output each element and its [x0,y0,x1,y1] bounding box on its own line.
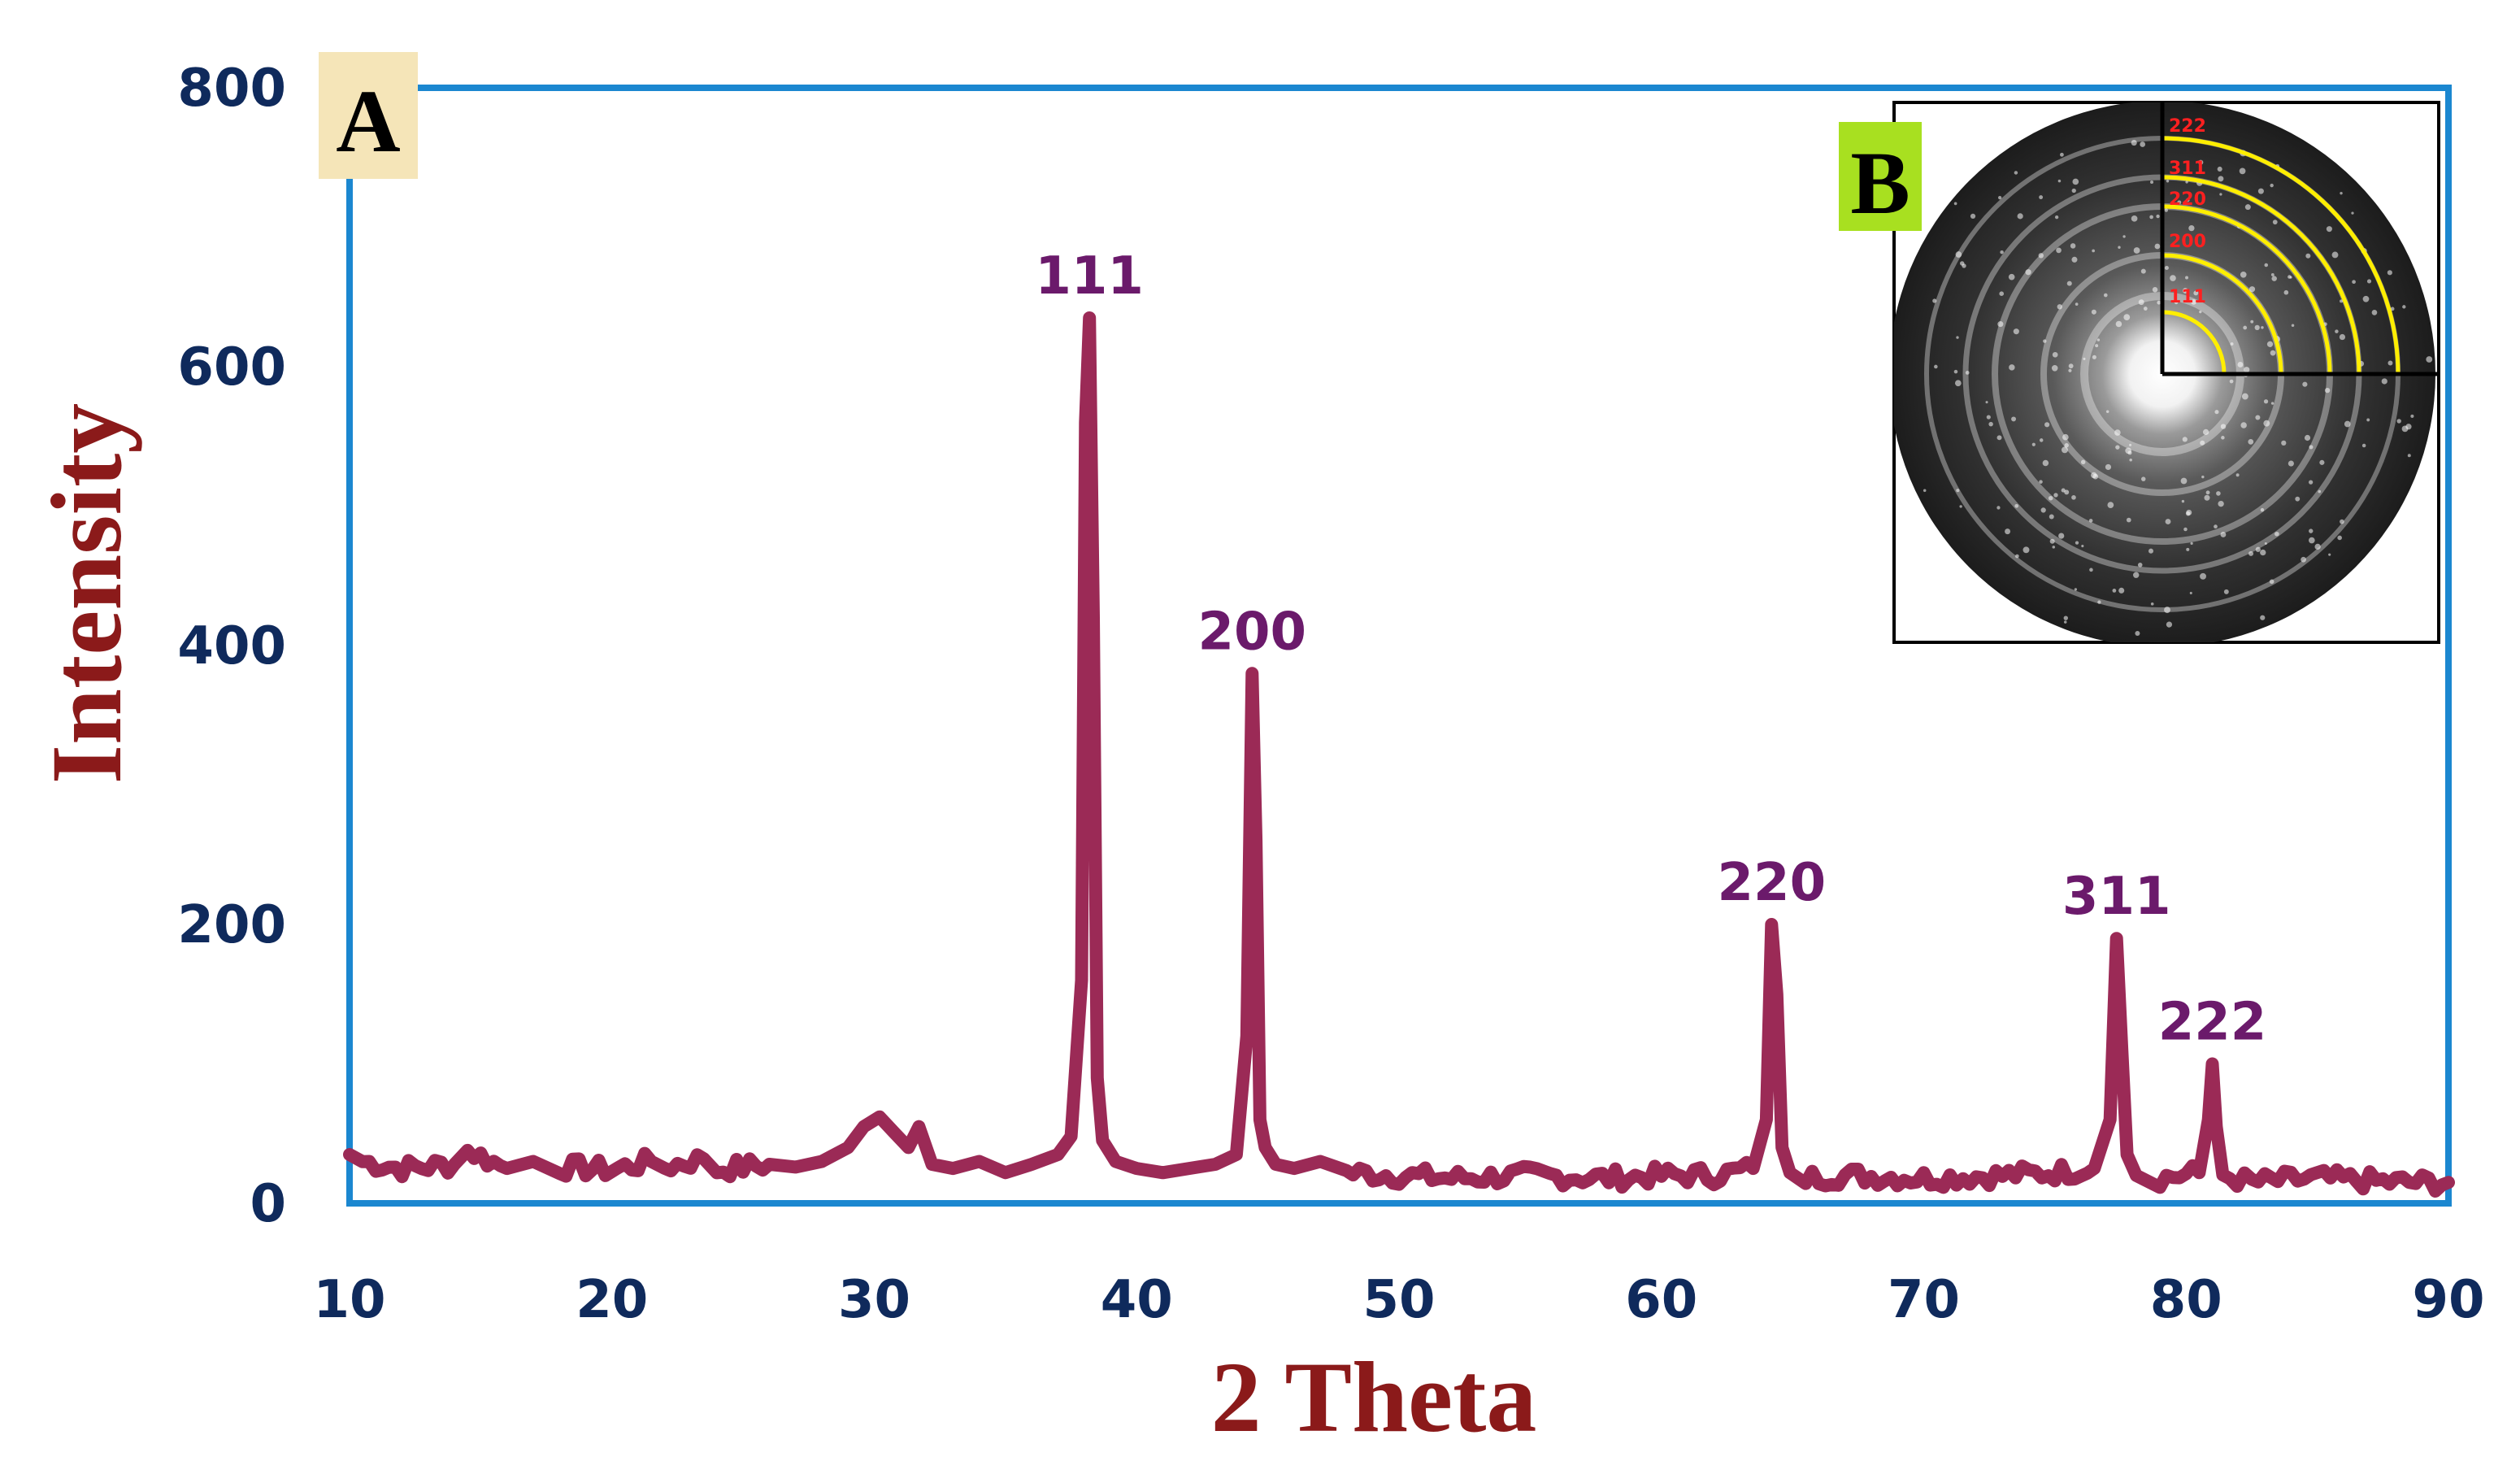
x-tick-label: 20 [576,1270,648,1330]
ring-label-200: 200 [2169,232,2206,252]
ring-label-222: 222 [2169,116,2206,137]
x-tick-label: 70 [1888,1270,1960,1330]
y-axis-title: Intensity [31,403,142,785]
plot-frame [346,85,2452,1207]
x-tick-label: 30 [838,1270,910,1330]
x-axis-title: 2 Theta [1211,1342,1537,1453]
ring-label-220: 220 [2169,189,2206,210]
x-axis-ticks: 10 20 30 40 50 60 70 80 90 [313,1270,2484,1330]
peak-label-200: 200 [1197,602,1306,662]
peak-label-311: 311 [2062,867,2171,927]
y-tick-label: 800 [177,59,286,119]
peak-label-220: 220 [1718,853,1827,913]
peak-label-222: 222 [2158,993,2267,1053]
panel-a-label-background [319,52,418,179]
ring-label-311: 311 [2169,159,2206,179]
y-tick-label: 200 [177,895,286,955]
y-tick-label: 600 [177,337,286,398]
y-axis-ticks: 0 200 400 600 800 [177,59,286,1234]
ring-arc-220 [2162,204,2332,375]
ring-arc-111 [2162,310,2227,375]
peak-label-111: 111 [1035,246,1144,307]
panel-b-label: B [1850,133,1910,233]
saed-inset: 222 311 220 200 111 B [1839,101,2440,644]
x-tick-label: 40 [1101,1270,1173,1330]
ring-arc-311 [2162,175,2361,375]
ring-label-111: 111 [2169,287,2206,307]
ring-arc-222 [2162,136,2401,375]
ring-arc-200 [2162,253,2283,375]
x-tick-label: 80 [2150,1270,2222,1330]
y-tick-label: 0 [250,1174,286,1234]
panel-a-label: A [336,72,400,171]
x-tick-label: 10 [313,1270,385,1330]
x-tick-label: 90 [2412,1270,2484,1330]
inset-ring-labels: 222 311 220 200 111 [2169,116,2206,307]
y-tick-label: 400 [177,616,286,676]
x-tick-label: 50 [1362,1270,1435,1330]
panel-b-label-background [1839,122,1922,231]
xrd-pattern-line [343,311,2455,1198]
peak-labels: 111 200 220 311 222 [1035,246,2266,1053]
x-tick-label: 60 [1625,1270,1697,1330]
